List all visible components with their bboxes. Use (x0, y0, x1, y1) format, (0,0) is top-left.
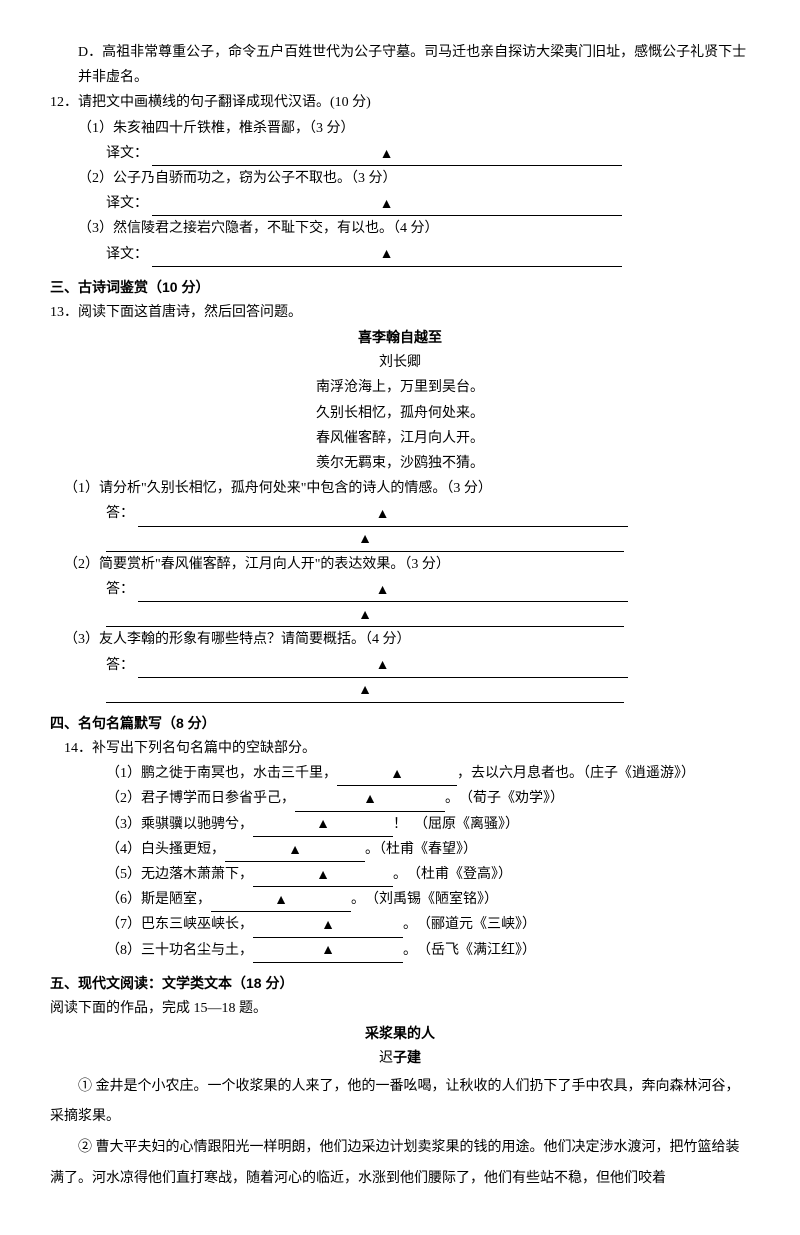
q14-post: 。 （杜甫《登高》） (393, 867, 512, 882)
fill-line[interactable]: ▲ (211, 895, 351, 913)
triangle-mark: ▲ (376, 578, 390, 603)
q13-answer-1: 答： ▲ (50, 501, 750, 526)
q14-pre: （4）白头搔更短， (106, 842, 225, 857)
section5-title: 五、现代文阅读：文学类文本（18 分） (50, 971, 750, 996)
answer-lead: 译文： (106, 141, 148, 166)
q14-item: （6）斯是陋室，▲。 （刘禹锡《陋室铭》） (50, 887, 750, 912)
q14-post: 。 （郦道元《三峡》） (403, 917, 536, 932)
q14-post: 。（杜甫《春望》） (365, 842, 477, 857)
fill-line[interactable]: ▲ (253, 945, 403, 963)
fill-line[interactable]: ▲ (152, 249, 622, 267)
q12-answer-1: 译文： ▲ (50, 141, 750, 166)
poem-line-1: 南浮沧海上，万里到吴台。 (50, 375, 750, 400)
answer-lead: 译文： (106, 242, 148, 267)
fill-line[interactable]: ▲ (253, 869, 393, 887)
q14-post: 。 （刘禹锡《陋室铭》） (351, 892, 498, 907)
q13-answer-2-cont: ▲ (50, 602, 750, 627)
q13-sub-1: （1）请分析"久别长相忆，孤舟何处来"中包含的诗人的情感。（3 分） (50, 476, 750, 501)
answer-lead: 答： (106, 501, 134, 526)
triangle-mark: ▲ (316, 863, 330, 888)
q14-pre: （7）巴东三峡巫峡长， (106, 917, 253, 932)
answer-lead: 译文： (106, 191, 148, 216)
q14-post: ！ （屈原《离骚》） (393, 817, 519, 832)
fill-line[interactable]: ▲ (138, 660, 628, 678)
q12-item-2: （2）公子乃自骄而功之，窃为公子不取也。（3 分） (50, 166, 750, 191)
q14-item: （2）君子博学而日参省乎己，▲。 （荀子《劝学》） (50, 786, 750, 811)
fill-line[interactable]: ▲ (138, 509, 628, 527)
article-author: 迟子建 (50, 1046, 750, 1071)
article-p2: ② 曹大平夫妇的心情跟阳光一样明朗，他们边采边计划卖浆果的钱的用途。他们决定涉水… (50, 1133, 750, 1195)
q14-pre: （6）斯是陋室， (106, 892, 211, 907)
q14-pre: （3）乘骐骥以驰骋兮， (106, 817, 253, 832)
fill-line[interactable]: ▲ (106, 534, 624, 552)
q11-option-d: D．高祖非常尊重公子，命令五户百姓世代为公子守墓。司马迁也亲自探访大梁夷门旧址，… (50, 40, 750, 90)
q14-lead: 14．补写出下列名句名篇中的空缺部分。 (50, 736, 750, 761)
triangle-mark: ▲ (288, 837, 302, 862)
fill-line[interactable]: ▲ (152, 148, 622, 166)
q14-item: （7）巴东三峡巫峡长，▲。 （郦道元《三峡》） (50, 912, 750, 937)
q12-answer-3: 译文： ▲ (50, 242, 750, 267)
fill-line[interactable]: ▲ (337, 769, 457, 787)
q14-post: ，去以六月息者也。（庄子《逍遥游》） (457, 766, 695, 781)
section3-title: 三、古诗词鉴赏（10 分） (50, 275, 750, 300)
fill-line[interactable]: ▲ (138, 584, 628, 602)
triangle-mark: ▲ (358, 678, 372, 703)
fill-line[interactable]: ▲ (225, 844, 365, 862)
q13-lead: 13．阅读下面这首唐诗，然后回答问题。 (50, 300, 750, 325)
q14-pre: （1）鹏之徙于南冥也，水击三千里， (106, 766, 337, 781)
section4-title: 四、名句名篇默写（8 分） (50, 711, 750, 736)
triangle-mark: ▲ (380, 141, 394, 166)
q14-item: （1）鹏之徙于南冥也，水击三千里，▲，去以六月息者也。（庄子《逍遥游》） (50, 761, 750, 786)
poem-author: 刘长卿 (50, 350, 750, 375)
q14-item: （3）乘骐骥以驰骋兮，▲！ （屈原《离骚》） (50, 812, 750, 837)
q14-pre: （5）无边落木萧萧下， (106, 867, 253, 882)
poem-line-4: 羡尔无羁束，沙鸥独不猜。 (50, 451, 750, 476)
triangle-mark: ▲ (363, 787, 377, 812)
q13-answer-1-cont: ▲ (50, 527, 750, 552)
fill-line[interactable]: ▲ (106, 685, 624, 703)
triangle-mark: ▲ (380, 242, 394, 267)
q13-sub-2: （2）简要赏析"春风催客醉，江月向人开"的表达效果。（3 分） (50, 552, 750, 577)
q12-title: 12．请把文中画横线的句子翻译成现代汉语。(10 分) (50, 90, 750, 115)
q13-answer-3: 答： ▲ (50, 653, 750, 678)
triangle-mark: ▲ (376, 653, 390, 678)
q14-post: 。 （岳飞《满江红》） (403, 943, 536, 958)
triangle-mark: ▲ (390, 762, 404, 787)
article-title: 采浆果的人 (50, 1021, 750, 1046)
q12-item-3: （3）然信陵君之接岩穴隐者，不耻下交，有以也。（4 分） (50, 216, 750, 241)
article-p1: ① 金井是个小农庄。一个收浆果的人来了，他的一番吆喝，让秋收的人们扔下了手中农具… (50, 1072, 750, 1134)
fill-line[interactable]: ▲ (253, 819, 393, 837)
poem-line-2: 久别长相忆，孤舟何处来。 (50, 401, 750, 426)
triangle-mark: ▲ (321, 913, 335, 938)
triangle-mark: ▲ (321, 938, 335, 963)
triangle-mark: ▲ (358, 527, 372, 552)
q12-answer-2: 译文： ▲ (50, 191, 750, 216)
poem-line-3: 春风催客醉，江月向人开。 (50, 426, 750, 451)
fill-line[interactable]: ▲ (106, 610, 624, 628)
q14-list: （1）鹏之徙于南冥也，水击三千里，▲，去以六月息者也。（庄子《逍遥游》）（2）君… (50, 761, 750, 963)
fill-line[interactable]: ▲ (152, 199, 622, 217)
q14-pre: （2）君子博学而日参省乎己， (106, 791, 295, 806)
q13-sub-3: （3）友人李翰的形象有哪些特点？请简要概括。（4 分） (50, 627, 750, 652)
triangle-mark: ▲ (358, 603, 372, 628)
answer-lead: 答： (106, 577, 134, 602)
q12-item-1: （1）朱亥袖四十斤铁椎，椎杀晋鄙，（3 分） (50, 116, 750, 141)
triangle-mark: ▲ (380, 192, 394, 217)
fill-line[interactable]: ▲ (253, 920, 403, 938)
section5-lead: 阅读下面的作品，完成 15—18 题。 (50, 996, 750, 1021)
q13-answer-2: 答： ▲ (50, 577, 750, 602)
answer-lead: 答： (106, 653, 134, 678)
poem-title: 喜李翰自越至 (50, 325, 750, 350)
triangle-mark: ▲ (274, 888, 288, 913)
fill-line[interactable]: ▲ (295, 794, 445, 812)
q14-post: 。 （荀子《劝学》） (445, 791, 564, 806)
q14-item: （5）无边落木萧萧下，▲。 （杜甫《登高》） (50, 862, 750, 887)
q14-item: （8）三十功名尘与土，▲。 （岳飞《满江红》） (50, 938, 750, 963)
q13-answer-3-cont: ▲ (50, 678, 750, 703)
q14-item: （4）白头搔更短，▲。（杜甫《春望》） (50, 837, 750, 862)
triangle-mark: ▲ (316, 812, 330, 837)
q14-pre: （8）三十功名尘与土， (106, 943, 253, 958)
triangle-mark: ▲ (376, 502, 390, 527)
